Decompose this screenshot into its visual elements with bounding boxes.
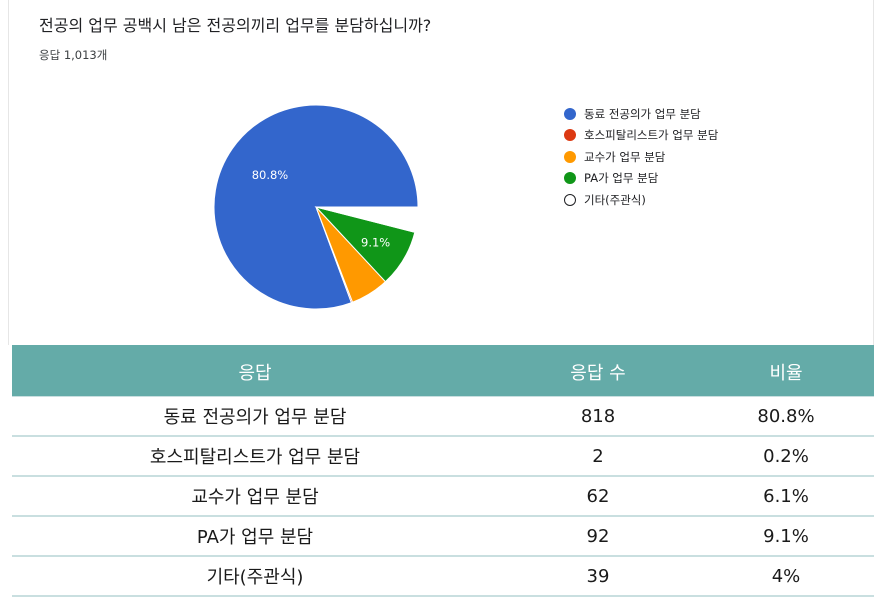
cell-ratio: 80.8% — [698, 396, 874, 437]
cell-ratio: 6.1% — [698, 476, 874, 517]
legend-item: PA가 업무 분담 — [564, 168, 718, 190]
header-ratio: 비율 — [769, 363, 803, 384]
survey-result-card: 전공의 업무 공백시 남은 전공의끼리 업무를 분담하십니까? 응답 1,013… — [8, 0, 874, 345]
cell-response: PA가 업무 분담 — [12, 516, 498, 557]
legend-swatch — [564, 172, 576, 185]
results-table-container: 응답 응답 수 비율 동료 전공의가 업무 분담 818 80.8% 호스피탈리… — [12, 345, 874, 597]
cell-response: 교수가 업무 분담 — [12, 476, 498, 517]
legend-swatch — [564, 150, 576, 163]
pie-slice — [315, 206, 419, 233]
cell-response: 기타(주관식) — [12, 556, 498, 597]
cell-count: 2 — [498, 436, 698, 477]
table-row: 동료 전공의가 업무 분담 818 80.8% — [12, 396, 874, 437]
cell-ratio: 0.2% — [698, 436, 874, 477]
legend-item: 동료 전공의가 업무 분담 — [564, 103, 718, 125]
legend-label: 동료 전공의가 업무 분담 — [584, 106, 701, 121]
header-count: 응답 수 — [570, 363, 626, 384]
legend-item: 기타(주관식) — [564, 189, 718, 211]
chart-legend: 동료 전공의가 업무 분담 호스피탈리스트가 업무 분담 교수가 업무 분담 P… — [564, 103, 718, 211]
legend-item: 교수가 업무 분담 — [564, 146, 718, 168]
table-row: 교수가 업무 분담 62 6.1% — [12, 476, 874, 517]
cell-ratio: 9.1% — [698, 516, 874, 557]
header-response: 응답 — [238, 363, 272, 384]
table-row: 호스피탈리스트가 업무 분담 2 0.2% — [12, 436, 874, 477]
cell-ratio: 4% — [698, 556, 874, 597]
legend-swatch — [564, 129, 576, 142]
cell-count: 62 — [498, 476, 698, 517]
cell-count: 92 — [498, 516, 698, 557]
legend-item: 호스피탈리스트가 업무 분담 — [564, 125, 718, 147]
legend-label: PA가 업무 분담 — [584, 171, 659, 186]
pie-data-label: 80.8% — [252, 168, 289, 182]
pie-chart: 80.8% 9.1% — [213, 104, 419, 310]
question-title: 전공의 업무 공백시 남은 전공의끼리 업무를 분담하십니까? — [39, 16, 432, 35]
legend-label: 기타(주관식) — [584, 192, 646, 207]
cell-response: 동료 전공의가 업무 분담 — [12, 396, 498, 437]
legend-label: 호스피탈리스트가 업무 분담 — [584, 128, 719, 143]
response-count: 응답 1,013개 — [39, 48, 108, 62]
legend-label: 교수가 업무 분담 — [584, 149, 666, 164]
legend-swatch — [564, 107, 576, 120]
table-header-row: 응답 응답 수 비율 — [12, 346, 874, 397]
results-table: 응답 응답 수 비율 동료 전공의가 업무 분담 818 80.8% 호스피탈리… — [12, 345, 874, 597]
cell-response: 호스피탈리스트가 업무 분담 — [12, 436, 498, 477]
table-row: 기타(주관식) 39 4% — [12, 556, 874, 597]
pie-data-label: 9.1% — [361, 235, 390, 249]
legend-swatch — [564, 193, 576, 206]
table-row: PA가 업무 분담 92 9.1% — [12, 516, 874, 557]
cell-count: 818 — [498, 396, 698, 437]
cell-count: 39 — [498, 556, 698, 597]
